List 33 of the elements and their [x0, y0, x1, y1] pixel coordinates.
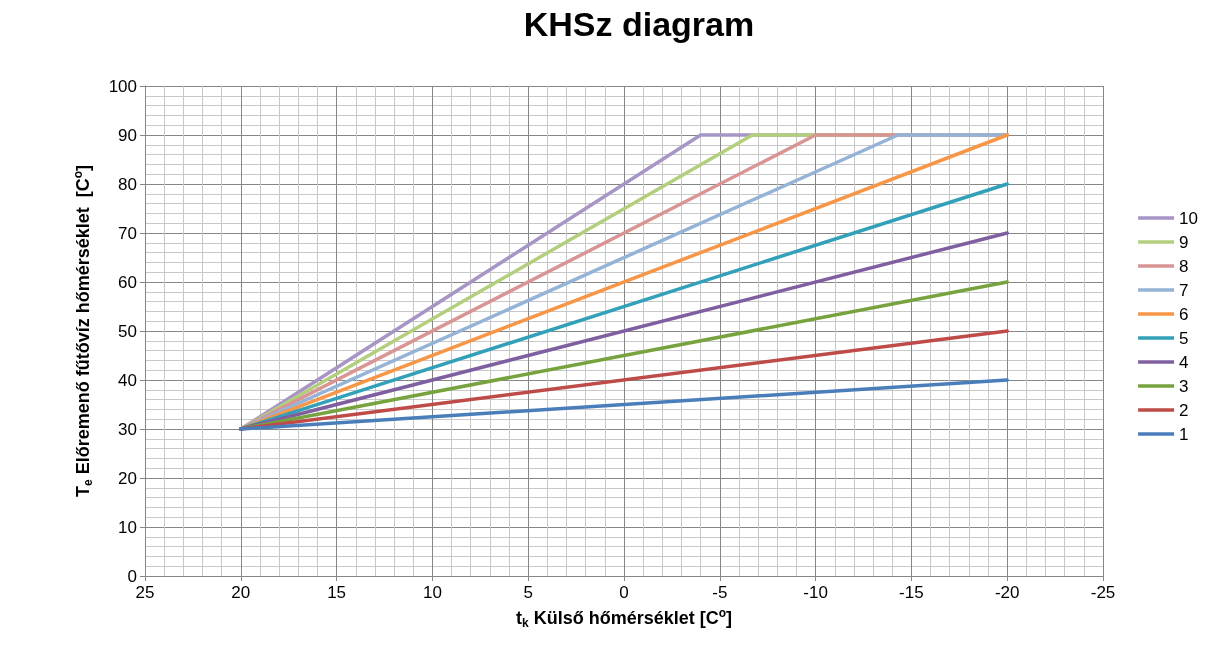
x-tick-label: -10: [803, 583, 828, 602]
y-tick-label: 10: [118, 517, 137, 537]
y-tick-label: 70: [118, 223, 137, 243]
legend-label: 8: [1179, 256, 1189, 276]
x-tick-label: 20: [231, 583, 251, 602]
x-tick-label: 5: [523, 583, 533, 602]
y-tick-label: 80: [118, 174, 137, 194]
x-tick-label: 15: [327, 583, 347, 602]
y-tick-label: 0: [127, 566, 137, 586]
legend-label: 2: [1179, 400, 1189, 420]
y-tick-label: 90: [118, 125, 137, 145]
y-tick-label: 20: [118, 468, 137, 488]
y-tick-label: 60: [118, 272, 137, 292]
legend-label: 5: [1179, 328, 1189, 348]
y-tick-label: 40: [118, 370, 137, 390]
x-tick-label: 10: [422, 583, 442, 602]
legend-label: 3: [1179, 376, 1189, 396]
legend-label: 4: [1179, 352, 1189, 372]
y-tick-label: 50: [118, 321, 137, 341]
y-tick-label: 100: [108, 76, 137, 96]
legend-label: 6: [1179, 304, 1189, 324]
x-tick-label: -25: [1090, 583, 1116, 602]
legend-label: 7: [1179, 280, 1189, 300]
legend-label: 9: [1179, 232, 1189, 252]
x-tick-label: 0: [619, 583, 629, 602]
legend-label: 10: [1179, 208, 1199, 228]
legend-label: 1: [1179, 424, 1189, 444]
chart-title: KHSz diagram: [523, 5, 755, 43]
x-tick-label: -5: [712, 583, 728, 602]
x-tick-label: 25: [135, 583, 155, 602]
x-tick-label: -15: [899, 583, 924, 602]
x-tick-label: -20: [994, 583, 1020, 602]
y-tick-label: 30: [118, 419, 137, 439]
